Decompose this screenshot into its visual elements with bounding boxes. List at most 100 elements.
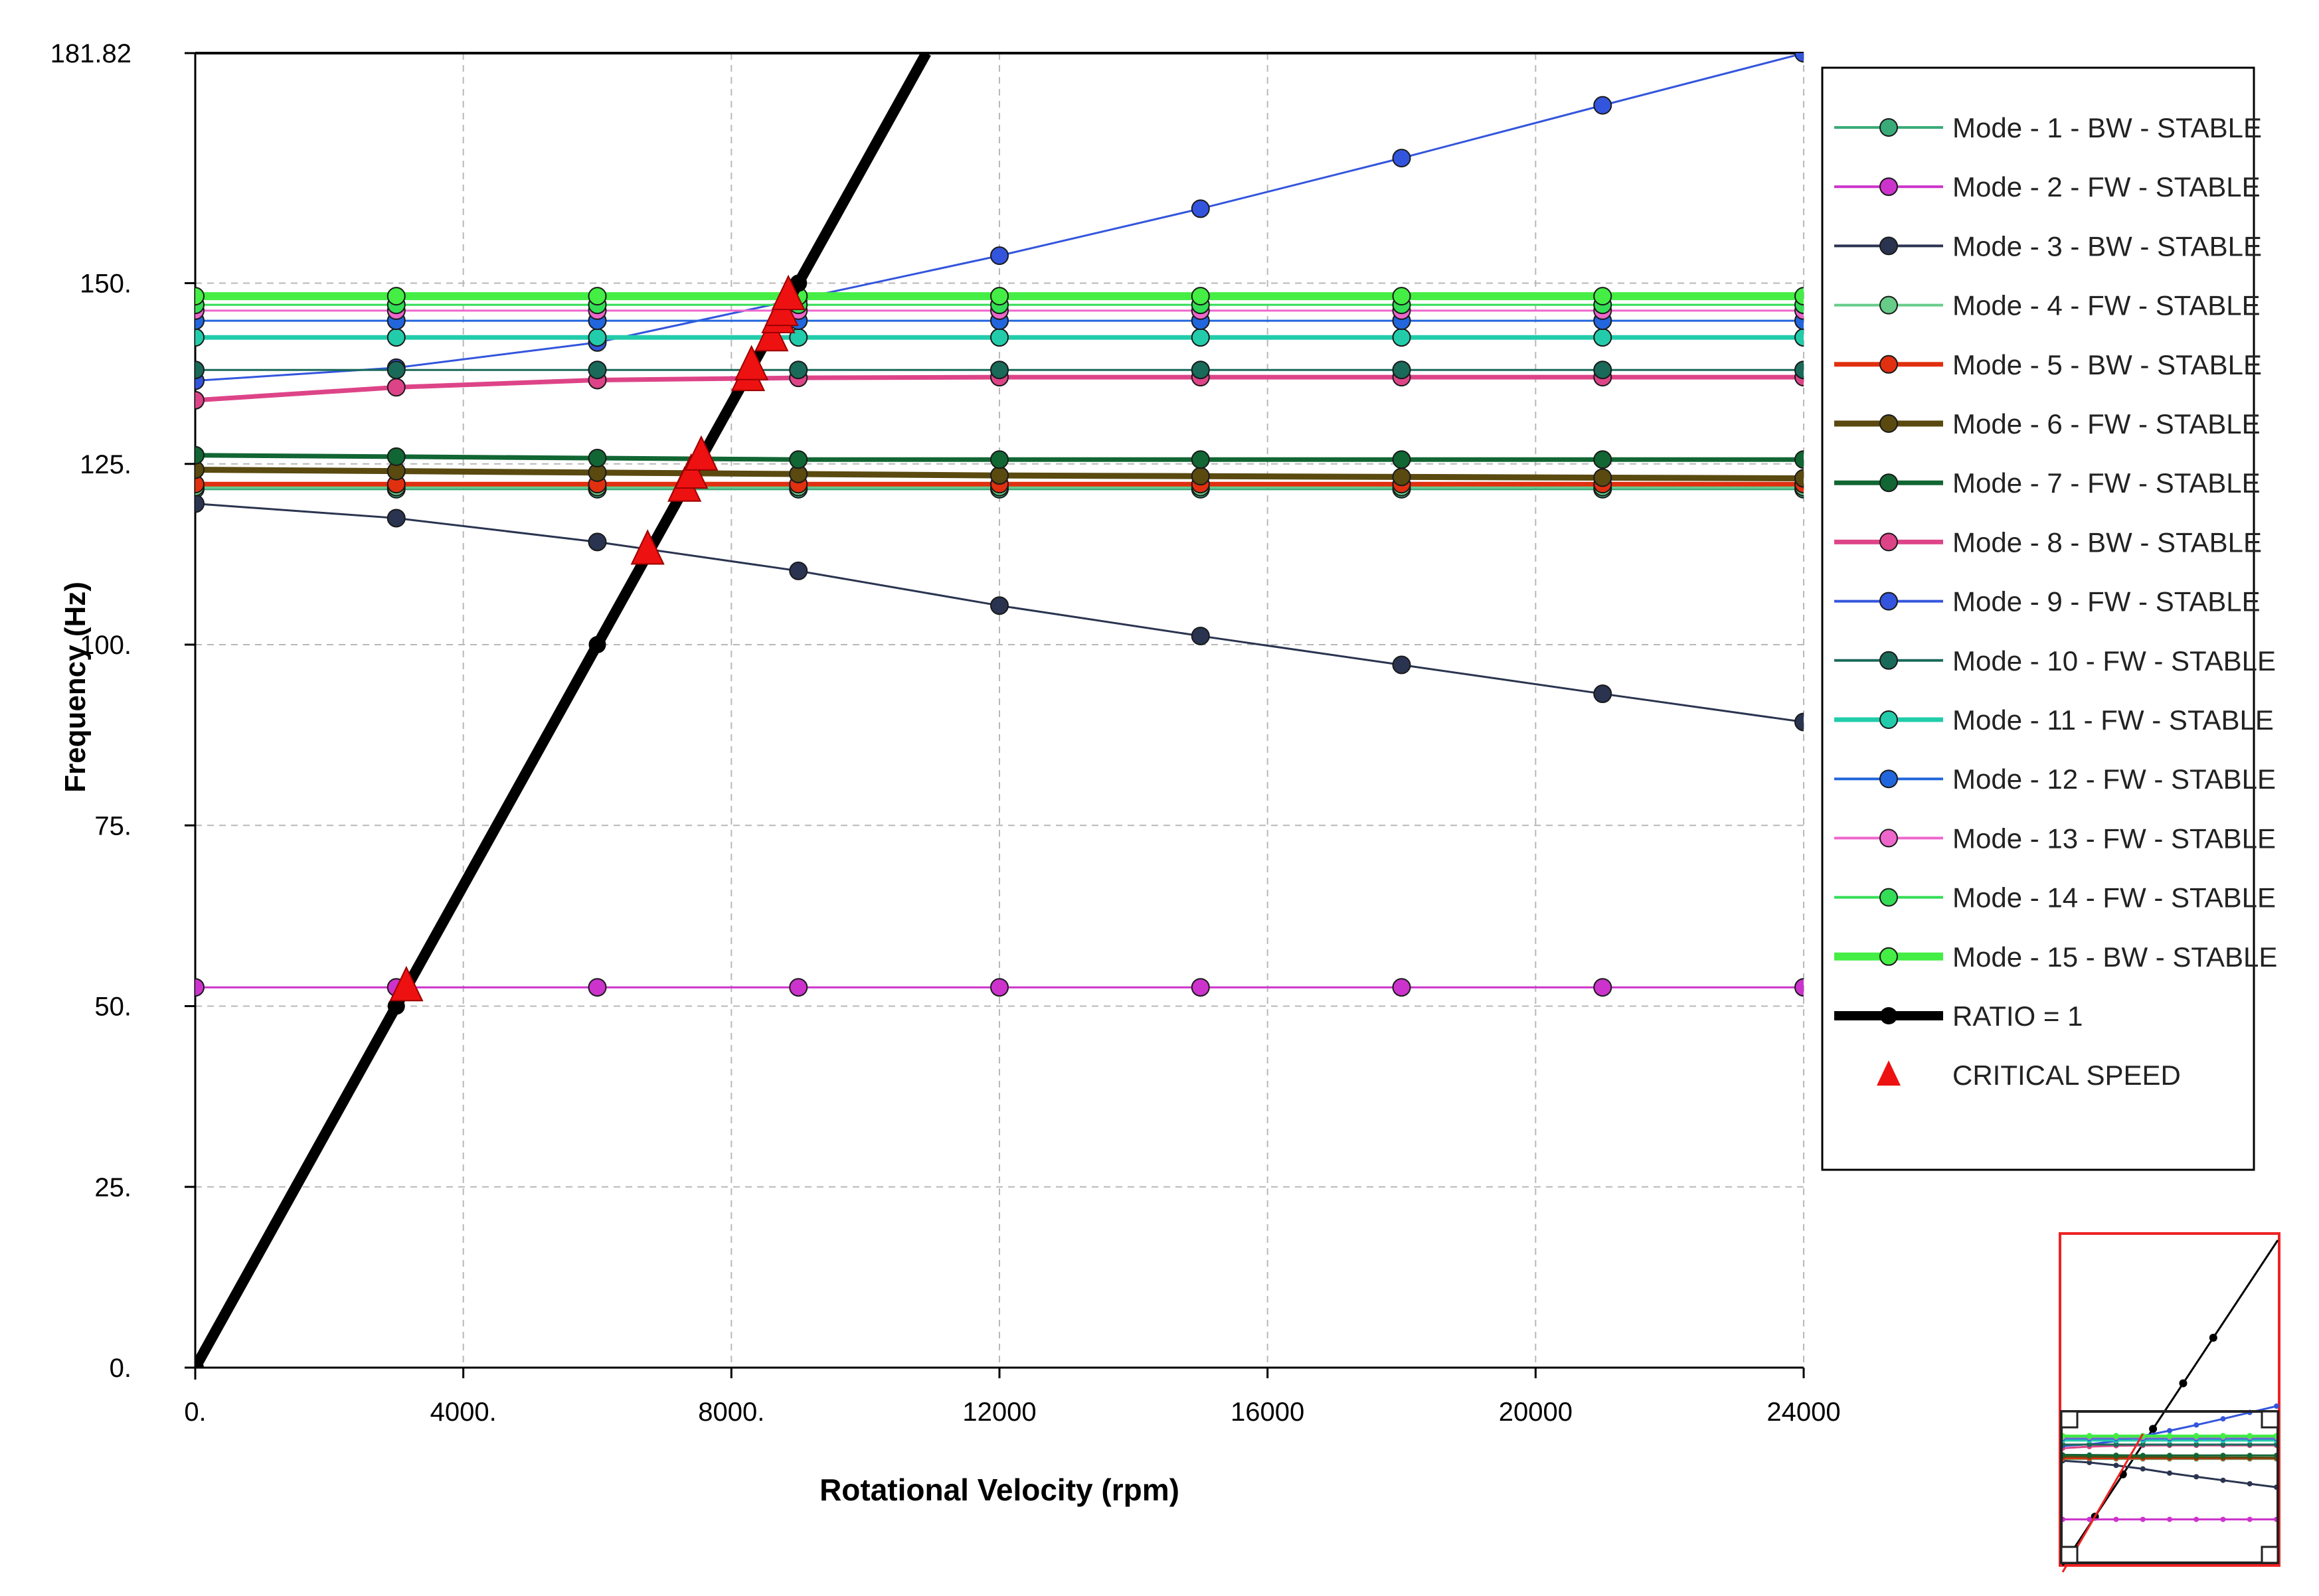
x-tick-label: 8000. bbox=[698, 1397, 764, 1427]
minimap-series-point bbox=[2113, 1441, 2119, 1447]
legend-item: Mode - 8 - BW - STABLE bbox=[1834, 526, 2262, 558]
legend-swatch-marker bbox=[1879, 118, 1898, 137]
legend-label: CRITICAL SPEED bbox=[1952, 1060, 2181, 1091]
series-point bbox=[789, 978, 808, 997]
ratio-line bbox=[195, 53, 931, 1368]
series-point bbox=[195, 328, 205, 347]
series-point bbox=[1794, 287, 1804, 306]
series-point bbox=[386, 509, 406, 528]
minimap-frame bbox=[2059, 1232, 2280, 1567]
minimap-series-point bbox=[2274, 1403, 2279, 1409]
series-point bbox=[1794, 978, 1804, 997]
minimap-series-point bbox=[2113, 1452, 2119, 1458]
series-point bbox=[1593, 360, 1612, 380]
x-tick-label: 4000. bbox=[430, 1397, 497, 1427]
series-point bbox=[789, 450, 808, 469]
series-point bbox=[1191, 626, 1210, 645]
series-point bbox=[990, 978, 1009, 997]
series-point bbox=[1392, 467, 1411, 487]
series-point bbox=[990, 360, 1009, 380]
series-point bbox=[1794, 360, 1804, 380]
overview-minimap[interactable] bbox=[2059, 1232, 2280, 1573]
minimap-viewport bbox=[2060, 1410, 2279, 1564]
series-point bbox=[1392, 655, 1411, 675]
series-point bbox=[195, 460, 205, 479]
legend-swatch-marker bbox=[1879, 355, 1898, 374]
minimap-series-point bbox=[2247, 1480, 2253, 1486]
x-tick-label: 12000 bbox=[962, 1397, 1036, 1427]
minimap-ratio-point bbox=[2179, 1379, 2188, 1388]
minimap-series-point bbox=[2140, 1453, 2146, 1459]
legend-item: Mode - 13 - FW - STABLE bbox=[1834, 823, 2276, 854]
series-mode-15 bbox=[195, 287, 1804, 306]
minimap-series-point bbox=[2167, 1470, 2172, 1476]
minimap-resize-handle[interactable] bbox=[2060, 1410, 2079, 1429]
minimap-series-point bbox=[2247, 1441, 2253, 1447]
critical-speed-markers bbox=[389, 274, 806, 1002]
series-point bbox=[195, 287, 205, 306]
legend-swatch-marker bbox=[1879, 888, 1898, 907]
series-point bbox=[386, 447, 406, 466]
minimap-series-point bbox=[2193, 1441, 2199, 1447]
legend-label: Mode - 6 - FW - STABLE bbox=[1952, 408, 2261, 439]
minimap-series-point bbox=[2220, 1477, 2226, 1483]
legend-item: Mode - 12 - FW - STABLE bbox=[1834, 763, 2276, 795]
series-point bbox=[1392, 360, 1411, 380]
series-point bbox=[588, 287, 607, 306]
legend-swatch-marker bbox=[1877, 1060, 1901, 1086]
legend-swatch-marker bbox=[1879, 473, 1898, 493]
legend: Mode - 1 - BW - STABLE Mode - 2 - FW - ST… bbox=[1821, 66, 2277, 1171]
legend-label: Mode - 1 - BW - STABLE bbox=[1952, 112, 2262, 143]
minimap-ratio-point bbox=[2209, 1334, 2217, 1342]
minimap-series-point bbox=[2087, 1459, 2093, 1465]
legend-swatch-marker bbox=[1879, 592, 1898, 611]
series-point bbox=[990, 328, 1009, 347]
minimap-resize-handle[interactable] bbox=[2261, 1410, 2279, 1429]
series-point bbox=[588, 360, 607, 380]
legend-label: Mode - 4 - FW - STABLE bbox=[1952, 290, 2261, 321]
y-tick-label: 181.82 bbox=[50, 39, 131, 68]
series-point bbox=[1593, 96, 1612, 115]
series-point bbox=[1392, 328, 1411, 347]
minimap-series-point bbox=[2193, 1474, 2199, 1480]
minimap-resize-handle[interactable] bbox=[2261, 1546, 2279, 1564]
y-tick-label: 50. bbox=[94, 993, 131, 1022]
minimap-series-point bbox=[2220, 1416, 2226, 1422]
minimap-series-point bbox=[2113, 1463, 2119, 1469]
legend-label: Mode - 3 - BW - STABLE bbox=[1952, 230, 2262, 262]
minimap-resize-handle[interactable] bbox=[2060, 1546, 2079, 1564]
series-point bbox=[1794, 328, 1804, 347]
legend-swatch-marker bbox=[1879, 532, 1898, 552]
minimap-series-point bbox=[2087, 1433, 2093, 1439]
legend-item: Mode - 15 - BW - STABLE bbox=[1834, 941, 2277, 973]
series-point bbox=[588, 449, 607, 468]
series-point bbox=[789, 561, 808, 580]
critical-speed-marker bbox=[630, 529, 665, 565]
minimap-series-point bbox=[2140, 1466, 2146, 1472]
legend-label: Mode - 14 - FW - STABLE bbox=[1952, 882, 2276, 914]
minimap-series-point bbox=[2193, 1422, 2199, 1428]
minimap-series-point bbox=[2087, 1516, 2093, 1522]
series-mode-3 bbox=[195, 494, 1804, 732]
series-point bbox=[1593, 684, 1612, 704]
minimap-series-point bbox=[2167, 1441, 2172, 1447]
series-point bbox=[1593, 287, 1612, 306]
minimap-series-point bbox=[2167, 1516, 2172, 1522]
series-point bbox=[1191, 467, 1210, 486]
x-tick-label: 0. bbox=[184, 1397, 206, 1427]
minimap-series-point bbox=[2220, 1453, 2226, 1459]
legend-item: Mode - 1 - BW - STABLE bbox=[1834, 112, 2262, 143]
minimap-plot bbox=[2060, 1239, 2279, 1573]
y-tick-label: 125. bbox=[80, 450, 131, 479]
series-point bbox=[588, 328, 607, 347]
series-point bbox=[1191, 360, 1210, 380]
series-point bbox=[990, 596, 1009, 615]
series-point bbox=[1794, 469, 1804, 488]
series-point bbox=[1593, 450, 1612, 469]
legend-label: Mode - 10 - FW - STABLE bbox=[1952, 645, 2276, 677]
minimap-series-point bbox=[2113, 1516, 2119, 1522]
series-point bbox=[386, 328, 406, 347]
series-point bbox=[195, 360, 205, 380]
minimap-series-point bbox=[2193, 1516, 2199, 1522]
legend-item: Mode - 2 - FW - STABLE bbox=[1834, 171, 2261, 202]
